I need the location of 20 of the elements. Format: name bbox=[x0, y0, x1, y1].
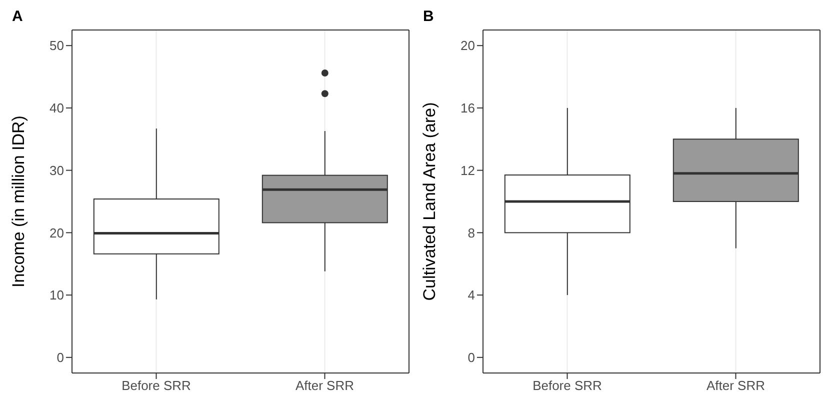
y-tick-label: 0 bbox=[468, 350, 475, 366]
x-tick-label: Before SRR bbox=[122, 378, 191, 394]
x-tick-label: After SRR bbox=[295, 378, 354, 394]
chart-title: B bbox=[423, 8, 434, 25]
chart-title: A bbox=[12, 8, 23, 25]
y-tick-label: 30 bbox=[50, 162, 64, 178]
y-tick-label: 40 bbox=[50, 100, 64, 116]
y-tick-label: 20 bbox=[50, 225, 64, 240]
y-tick-label: 12 bbox=[460, 162, 475, 178]
y-axis-title: Income (in million IDR) bbox=[9, 116, 28, 288]
y-tick-label: 4 bbox=[468, 288, 475, 303]
y-tick-label: 50 bbox=[50, 38, 64, 54]
y-tick-label: 8 bbox=[468, 225, 475, 240]
y-axis-title: Cultivated Land Area (are) bbox=[420, 102, 440, 301]
y-tick-label: 10 bbox=[50, 288, 64, 303]
y-tick-label: 0 bbox=[56, 350, 64, 366]
y-tick-label: 16 bbox=[460, 100, 475, 116]
x-tick-label: Before SRR bbox=[532, 378, 602, 394]
x-tick-label: After SRR bbox=[706, 378, 766, 394]
y-tick-label: 20 bbox=[460, 38, 475, 54]
